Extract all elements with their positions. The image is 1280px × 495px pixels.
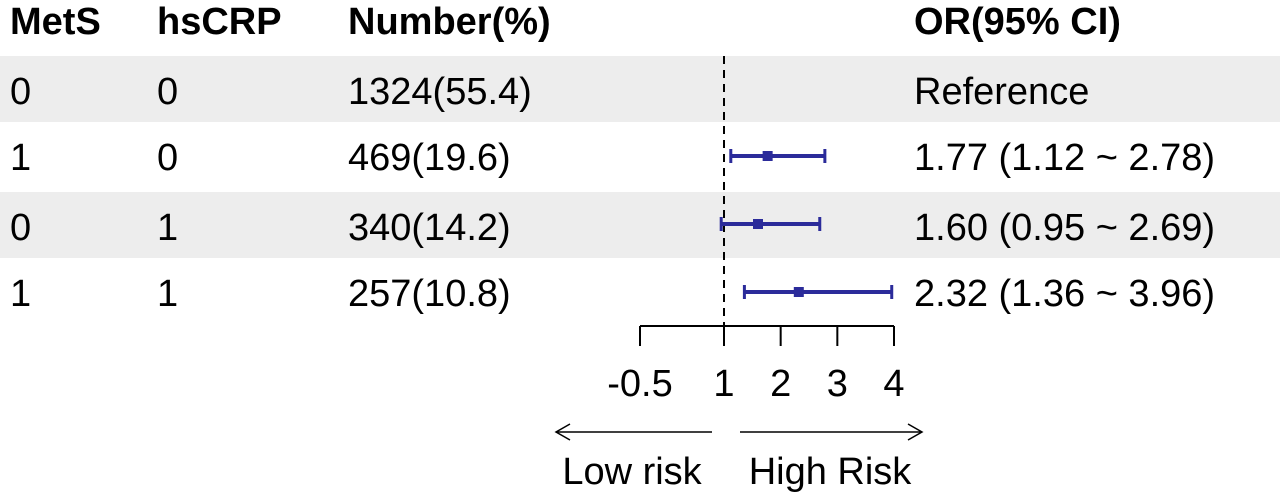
or-point (762, 151, 773, 161)
row-4-hscrp: 1 (157, 273, 179, 315)
low-risk-arrowhead (554, 423, 571, 441)
row-2-hscrp: 0 (157, 137, 179, 179)
x-tick-label: -0.5 (607, 363, 672, 405)
header-mets: MetS (10, 1, 101, 43)
or-point (753, 219, 763, 229)
high-risk-label: High Risk (749, 451, 913, 493)
header-hscrp: hsCRP (157, 1, 282, 43)
header-number: Number(%) (348, 1, 551, 43)
row-stripe (0, 192, 1280, 258)
row-4-number: 257(10.8) (348, 273, 511, 315)
low-risk-label: Low risk (562, 451, 702, 493)
x-tick-label: 2 (770, 363, 791, 405)
x-tick-label: 4 (883, 363, 904, 405)
x-tick-label: 1 (713, 363, 734, 405)
header-or: OR(95% CI) (914, 1, 1121, 43)
row-1-hscrp: 0 (157, 71, 179, 113)
row-2-mets: 1 (10, 137, 32, 179)
row-2-or: 1.77 (1.12 ~ 2.78) (914, 137, 1216, 179)
row-3-number: 340(14.2) (348, 207, 511, 249)
row-1-number: 1324(55.4) (348, 71, 532, 113)
row-4-or: 2.32 (1.36 ~ 3.96) (914, 273, 1216, 315)
row-1-mets: 0 (10, 71, 32, 113)
row-3-hscrp: 1 (157, 207, 179, 249)
row-2-number: 469(19.6) (348, 137, 511, 179)
row-3-or: 1.60 (0.95 ~ 2.69) (914, 207, 1216, 249)
row-3-mets: 0 (10, 207, 32, 249)
row-1-or: Reference (914, 71, 1090, 113)
x-tick-label: 3 (827, 363, 848, 405)
row-4-mets: 1 (10, 273, 32, 315)
row-stripe (0, 56, 1280, 122)
or-point (793, 287, 804, 297)
high-risk-arrowhead (907, 423, 924, 441)
